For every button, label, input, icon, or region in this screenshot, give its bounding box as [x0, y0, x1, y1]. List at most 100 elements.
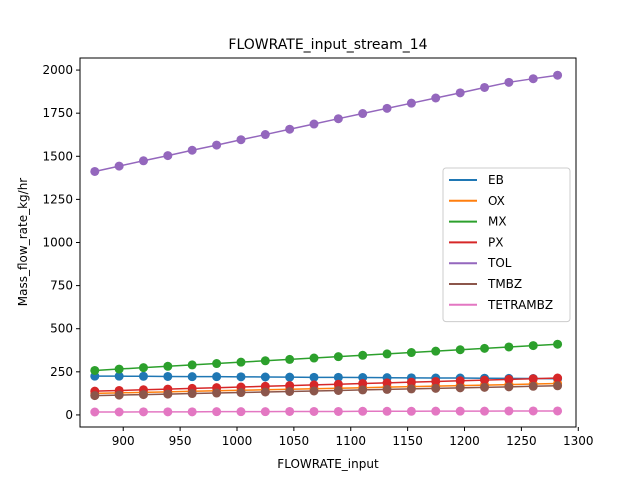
y-tick-label: 1500	[42, 149, 73, 163]
data-point	[90, 365, 100, 375]
y-tick-label: 1750	[42, 106, 73, 120]
data-point	[406, 406, 416, 416]
data-point	[382, 384, 392, 394]
data-point	[114, 390, 124, 400]
series-tmbz	[90, 381, 563, 401]
data-point	[90, 166, 100, 176]
data-point	[187, 145, 197, 155]
data-point	[455, 376, 465, 386]
data-point	[406, 98, 416, 108]
series-ox	[90, 379, 563, 398]
data-point	[528, 341, 538, 351]
y-tick-label: 500	[50, 322, 73, 336]
data-point	[285, 386, 295, 396]
data-point	[187, 389, 197, 399]
data-point	[187, 372, 197, 382]
data-point	[212, 372, 222, 382]
data-point	[504, 374, 514, 384]
data-point	[382, 349, 392, 359]
data-point	[528, 406, 538, 416]
data-point	[260, 372, 270, 382]
data-point	[553, 373, 563, 383]
data-point	[138, 363, 148, 373]
data-point	[431, 93, 441, 103]
data-point	[431, 383, 441, 393]
data-point	[163, 361, 173, 371]
data-point	[406, 384, 416, 394]
data-point	[528, 74, 538, 84]
data-point	[358, 385, 368, 395]
legend: EB OX MX PX TOL TMBZ TETRAMBZ	[442, 167, 571, 323]
x-axis-ticks: 900 950 1000 1050 1100 1150 1200 1250 1300	[112, 427, 594, 448]
data-point	[138, 407, 148, 417]
data-point	[285, 354, 295, 364]
data-point	[260, 130, 270, 140]
data-point	[163, 371, 173, 381]
data-point	[553, 381, 563, 391]
data-point	[260, 407, 270, 417]
data-point	[480, 382, 490, 392]
legend-item: PX	[449, 235, 503, 249]
legend-item: MX	[449, 215, 507, 229]
data-point	[138, 390, 148, 400]
x-tick-label: 1250	[506, 434, 537, 448]
data-point	[431, 376, 441, 386]
data-point	[90, 407, 100, 417]
data-point	[382, 103, 392, 113]
legend-item: TOL	[449, 256, 512, 270]
data-point	[114, 364, 124, 374]
data-point	[358, 406, 368, 416]
legend-label: MX	[488, 215, 507, 229]
series-px	[90, 373, 563, 396]
data-point	[285, 372, 295, 382]
data-point	[212, 388, 222, 398]
data-point	[163, 389, 173, 399]
y-tick-label: 1250	[42, 192, 73, 206]
data-point	[504, 77, 514, 87]
y-axis-label: Mass_flow_rate_kg/hr	[16, 178, 30, 307]
data-point	[187, 360, 197, 370]
data-point	[236, 135, 246, 145]
data-point	[138, 371, 148, 381]
data-point	[528, 381, 538, 391]
series-mx	[90, 339, 563, 375]
legend-item: OX	[449, 194, 505, 208]
data-point	[406, 348, 416, 358]
data-point	[455, 88, 465, 98]
data-point	[309, 372, 319, 382]
legend-label: OX	[488, 194, 505, 208]
data-point	[358, 109, 368, 119]
data-point	[212, 359, 222, 369]
data-point	[309, 386, 319, 396]
x-tick-label: 1150	[392, 434, 423, 448]
data-point	[285, 406, 295, 416]
x-tick-label: 1000	[222, 434, 253, 448]
data-point	[309, 406, 319, 416]
data-point	[333, 352, 343, 362]
data-point	[333, 379, 343, 389]
data-point	[455, 406, 465, 416]
data-point	[553, 339, 563, 349]
data-point	[358, 379, 368, 389]
x-tick-label: 900	[112, 434, 135, 448]
data-point	[504, 342, 514, 352]
series-tol	[90, 70, 563, 176]
data-point	[431, 406, 441, 416]
y-tick-label: 0	[65, 408, 73, 422]
series-tetrambz	[90, 406, 563, 417]
data-point	[260, 387, 270, 397]
plot-lines	[90, 70, 563, 417]
data-point	[553, 70, 563, 80]
data-point	[553, 406, 563, 416]
data-point	[455, 383, 465, 393]
data-point	[358, 350, 368, 360]
data-point	[309, 119, 319, 129]
chart-title: FLOWRATE_input_stream_14	[228, 37, 427, 53]
data-point	[333, 114, 343, 124]
data-point	[236, 372, 246, 382]
legend-label: TETRAMBZ	[487, 298, 553, 312]
legend-item: TETRAMBZ	[449, 298, 553, 312]
legend-label: TOL	[487, 256, 512, 270]
data-point	[114, 371, 124, 381]
